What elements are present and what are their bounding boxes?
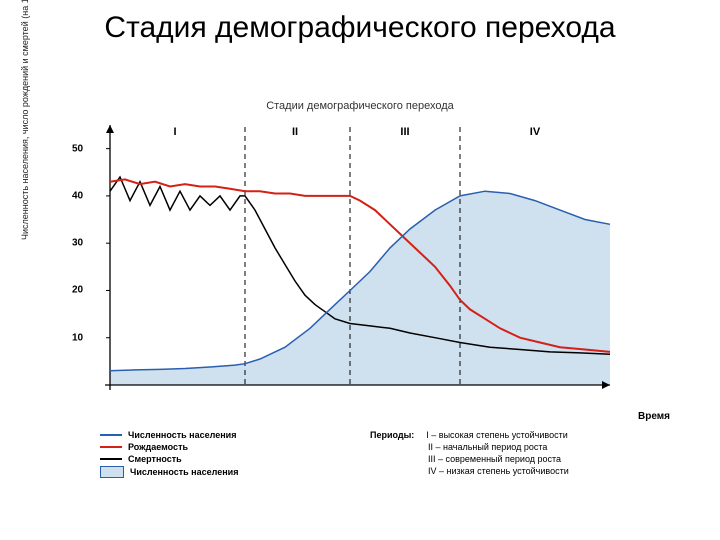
y-axis-label: Численность населения, число рождений и … bbox=[20, 0, 30, 240]
y-tick-label: 50 bbox=[72, 143, 83, 154]
legend-row: Численность населения bbox=[100, 430, 370, 440]
legend-period-label: II – начальный период роста bbox=[428, 442, 547, 452]
slide-title: Стадия демографического перехода bbox=[0, 0, 720, 46]
legend-label: Рождаемость bbox=[128, 442, 188, 452]
legend-series: Численность населения Рождаемость Смертнос… bbox=[100, 430, 370, 480]
x-axis-label: Время bbox=[638, 411, 670, 422]
stage-label: II bbox=[292, 126, 298, 138]
y-tick-label: 10 bbox=[72, 332, 83, 343]
stage-label: IV bbox=[530, 126, 540, 138]
legend-label: Смертность bbox=[128, 454, 182, 464]
chart-container: Стадии демографического перехода Численн… bbox=[60, 100, 660, 520]
legend-period-row: Периоды: I – высокая степень устойчивости bbox=[370, 430, 640, 440]
legend-period-label: III – современный период роста bbox=[428, 454, 561, 464]
legend-period-label: IV – низкая степень устойчивости bbox=[428, 466, 569, 476]
y-axis-arrow bbox=[106, 125, 114, 133]
legend-swatch-line bbox=[100, 458, 122, 460]
legend-periods-title: Периоды: bbox=[370, 430, 414, 440]
legend-swatch-line bbox=[100, 434, 122, 436]
legend-row: Смертность bbox=[100, 454, 370, 464]
legend-periods: Периоды: I – высокая степень устойчивости… bbox=[370, 430, 640, 480]
legend-row: Рождаемость bbox=[100, 442, 370, 452]
legend-swatch-line bbox=[100, 446, 122, 448]
stage-label: III bbox=[400, 126, 409, 138]
legend-row: Численность населения bbox=[100, 466, 370, 478]
legend: Численность населения Рождаемость Смертнос… bbox=[100, 430, 640, 480]
legend-label: Численность населения bbox=[130, 467, 238, 477]
legend-period-row: IV – низкая степень устойчивости bbox=[370, 466, 640, 476]
legend-period-row: II – начальный период роста bbox=[370, 442, 640, 452]
legend-period-label: I – высокая степень устойчивости bbox=[426, 430, 567, 440]
plot-area: 1020304050IIIIIIIV bbox=[100, 120, 620, 400]
stage-label: I bbox=[173, 126, 176, 138]
chart-svg bbox=[100, 120, 620, 400]
legend-period-row: III – современный период роста bbox=[370, 454, 640, 464]
legend-swatch-box bbox=[100, 466, 124, 478]
legend-label: Численность населения bbox=[128, 430, 236, 440]
y-tick-label: 20 bbox=[72, 285, 83, 296]
population-area bbox=[110, 191, 610, 385]
y-tick-label: 40 bbox=[72, 190, 83, 201]
chart-subtitle: Стадии демографического перехода bbox=[60, 100, 660, 112]
y-tick-label: 30 bbox=[72, 238, 83, 249]
